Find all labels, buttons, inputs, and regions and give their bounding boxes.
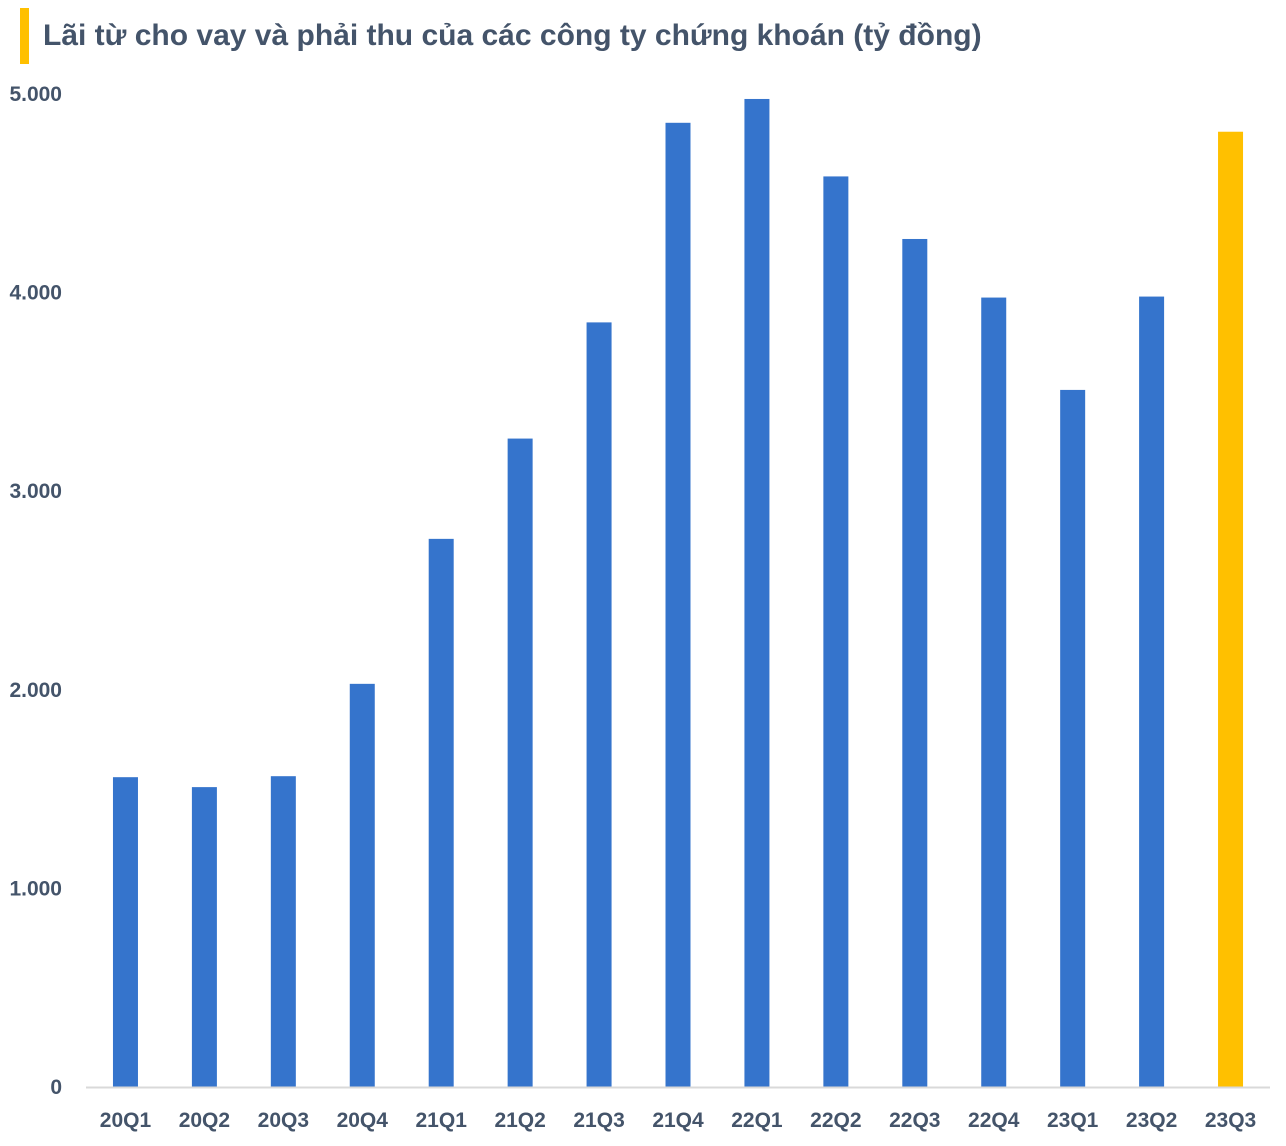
bar-21q2 — [507, 438, 533, 1087]
x-tick-label: 22Q3 — [889, 1109, 940, 1132]
x-tick-label: 21Q4 — [652, 1109, 704, 1132]
y-tick-label: 2.000 — [9, 679, 62, 702]
title-accent-bar — [20, 8, 29, 64]
bar-22q1 — [744, 98, 770, 1088]
x-tick-label: 23Q1 — [1047, 1109, 1099, 1132]
bars-group — [112, 98, 1244, 1088]
y-tick-label: 5.000 — [9, 83, 62, 106]
bar-22q3 — [902, 238, 928, 1087]
bar-20q4 — [349, 683, 375, 1087]
chart-title-block: Lãi từ cho vay và phải thu của các công … — [20, 8, 982, 64]
x-tick-label: 22Q4 — [968, 1109, 1020, 1132]
x-tick-label: 21Q2 — [494, 1109, 545, 1132]
y-axis-ticks: 0 1.000 2.000 3.000 4.000 5.000 — [9, 83, 62, 1099]
y-tick-label: 0 — [50, 1076, 62, 1099]
x-tick-label: 23Q3 — [1205, 1109, 1256, 1132]
y-tick-label: 1.000 — [9, 877, 62, 900]
x-tick-label: 23Q2 — [1126, 1109, 1177, 1132]
x-tick-label: 20Q1 — [100, 1109, 152, 1132]
bar-21q4 — [665, 122, 691, 1087]
bar-21q3 — [586, 322, 612, 1087]
y-tick-label: 4.000 — [9, 282, 62, 305]
bar-23q1 — [1060, 389, 1086, 1087]
x-tick-label: 20Q2 — [179, 1109, 230, 1132]
x-tick-label: 20Q3 — [258, 1109, 309, 1132]
bar-22q4 — [981, 297, 1007, 1087]
bar-20q1 — [112, 777, 138, 1087]
x-axis-ticks: 20Q1 20Q2 20Q3 20Q4 21Q1 21Q2 21Q3 21Q4 22Q1 22Q2… — [100, 1109, 1256, 1132]
y-tick-label: 3.000 — [9, 480, 62, 503]
x-tick-label: 21Q1 — [416, 1109, 468, 1132]
bar-23q3 — [1218, 131, 1244, 1087]
x-tick-label: 22Q1 — [731, 1109, 783, 1132]
bar-20q3 — [270, 776, 296, 1087]
x-tick-label: 22Q2 — [810, 1109, 861, 1132]
bar-20q2 — [191, 787, 217, 1087]
x-tick-label: 20Q4 — [337, 1109, 389, 1132]
chart-title: Lãi từ cho vay và phải thu của các công … — [43, 19, 982, 52]
bar-21q1 — [428, 538, 454, 1087]
bar-22q2 — [823, 176, 849, 1087]
x-tick-label: 21Q3 — [573, 1109, 624, 1132]
bar-23q2 — [1139, 296, 1165, 1087]
